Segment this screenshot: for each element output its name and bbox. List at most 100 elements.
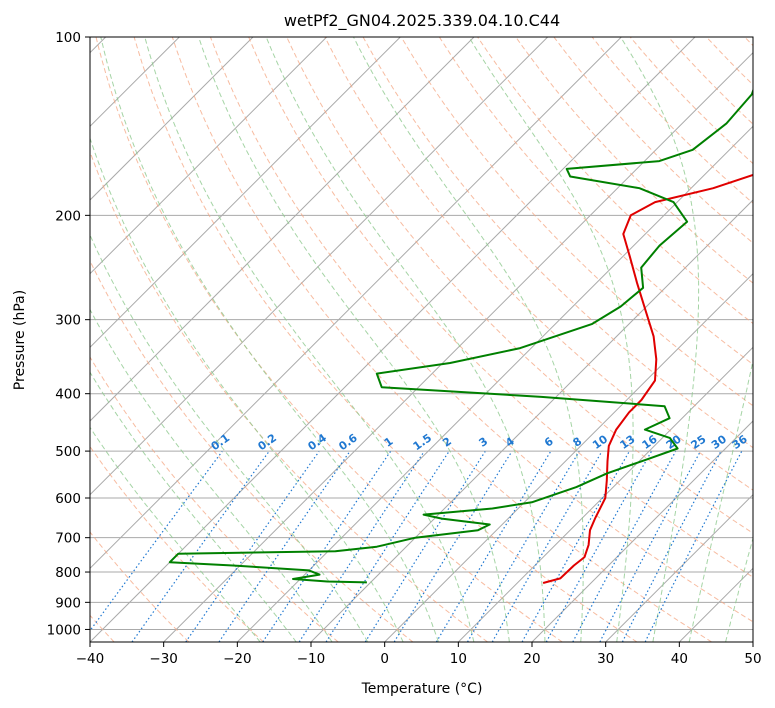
y-tick-label: 700	[55, 531, 81, 547]
plot-frame	[89, 36, 754, 643]
mixing-ratio-line	[545, 451, 652, 642]
dry-adiabat-line	[90, 356, 339, 642]
mixing-ratio-label: 6	[542, 435, 556, 450]
dry-adiabat-line	[515, 37, 753, 284]
x-tick-label: −40	[76, 651, 105, 667]
x-tick-label: 10	[450, 651, 467, 667]
isotherm-line	[90, 37, 254, 201]
isotherm-line	[90, 37, 622, 570]
y-tick-label: 400	[55, 387, 81, 403]
mixing-ratio-line	[325, 451, 450, 642]
x-axis-label: Temperature (°C)	[361, 681, 483, 697]
moist-adiabat-line	[100, 37, 439, 642]
mixing-ratio-line	[90, 451, 223, 632]
dewpoint-line	[168, 87, 753, 584]
mixing-ratio-label: 3	[477, 435, 491, 450]
isotherm-line	[384, 272, 753, 642]
mixing-ratio-label: 36	[730, 432, 750, 452]
x-tick-label: 20	[523, 651, 540, 667]
dry-adiabat-line	[324, 37, 753, 491]
mixing-ratio-label: 16	[640, 432, 660, 452]
x-tick-label: 0	[380, 651, 389, 667]
moist-adiabat-line	[90, 308, 333, 642]
mixing-ratio-line	[599, 451, 701, 642]
moist-adiabat-line	[144, 37, 475, 642]
dry-adiabat-line	[90, 150, 488, 642]
isotherm-line	[457, 346, 753, 642]
dry-adiabat-line	[591, 37, 753, 204]
isotherm-line	[90, 37, 328, 275]
mixing-ratio-line	[572, 451, 677, 642]
y-tick-label: 1000	[47, 622, 81, 638]
mixing-ratio-label: 10	[590, 432, 610, 452]
profile-lines	[168, 87, 753, 584]
y-axis-label: Pressure (hPa)	[12, 290, 28, 390]
mixing-ratio-line	[298, 451, 425, 642]
x-tick-label: 50	[744, 651, 761, 667]
moist-adiabat-line	[725, 536, 753, 642]
isotherm-line	[90, 37, 475, 422]
mixing-ratio-label: 1.5	[411, 431, 434, 453]
mixing-ratio-line	[521, 451, 630, 642]
moist-adiabat-line	[353, 37, 584, 642]
isotherm-line	[163, 51, 753, 642]
isotherm-line	[236, 125, 753, 642]
mixing-ratio-line	[364, 451, 486, 642]
x-tick-label: 30	[597, 651, 614, 667]
dry-adiabat-line	[744, 37, 753, 47]
y-tick-label: 100	[55, 30, 81, 46]
moist-adiabat-line	[620, 37, 700, 642]
x-tick-label: −10	[297, 651, 326, 667]
mixing-ratio-line	[491, 451, 603, 642]
x-tick-label: 40	[671, 651, 688, 667]
isotherm-line	[605, 493, 753, 642]
mixing-ratio-line	[466, 451, 580, 642]
isotherm-line	[90, 37, 401, 349]
dry-adiabat-line	[629, 37, 753, 165]
mixing-ratio-line	[131, 451, 270, 642]
moist-adiabat-line	[265, 37, 546, 642]
dry-adiabat-line	[553, 37, 753, 244]
dry-adiabat-line	[210, 37, 753, 623]
dry-adiabat-line	[477, 37, 753, 325]
dry-adiabat-line	[90, 445, 264, 642]
dry-adiabat-line	[400, 37, 753, 407]
mixing-ratio-line	[218, 451, 351, 642]
dry-adiabat-line	[171, 37, 712, 642]
y-tick-label: 900	[55, 595, 81, 611]
isotherm-line	[752, 641, 753, 642]
mixing-ratio-line	[393, 451, 513, 642]
moist-adiabat-line	[468, 37, 634, 642]
y-tick-label: 300	[55, 313, 81, 329]
x-tick-label: −30	[149, 651, 178, 667]
isotherm-line	[90, 37, 696, 642]
x-tick-label: −20	[223, 651, 252, 667]
isotherm-line	[678, 567, 753, 642]
mixing-ratio-label: 0.2	[256, 431, 279, 453]
y-tick-label: 600	[55, 491, 81, 507]
moist-adiabat-line	[90, 136, 404, 642]
moist-adiabat-line	[688, 358, 753, 642]
isotherm-line	[90, 37, 549, 496]
dry-adiabat-line	[90, 531, 190, 642]
chart-grid	[90, 37, 753, 642]
mixing-ratio-line	[435, 451, 552, 642]
dry-adiabat-line	[438, 37, 753, 366]
dry-adiabat-line	[133, 37, 638, 642]
y-tick-label: 200	[55, 208, 81, 224]
moist-adiabat-line	[90, 426, 261, 642]
isotherm-line	[531, 420, 753, 642]
mixing-ratio-label: 30	[709, 432, 729, 452]
axis-ticks: −40 −30 −20 −10 0 10 20 30 40 5010020030040050060…	[47, 30, 762, 667]
moist-adiabat-line	[90, 233, 369, 642]
dry-adiabat-line	[90, 259, 414, 642]
mixing-ratio-label: 25	[688, 433, 708, 452]
y-tick-label: 500	[55, 444, 81, 460]
mixing-ratio-line	[621, 451, 722, 642]
chart-title: wetPf2_GN04.2025.339.04.10.C44	[284, 11, 560, 31]
temperature-line	[542, 173, 753, 584]
moist-adiabat-line	[198, 37, 510, 642]
y-tick-label: 800	[55, 565, 81, 581]
dry-adiabat-line	[706, 37, 753, 86]
